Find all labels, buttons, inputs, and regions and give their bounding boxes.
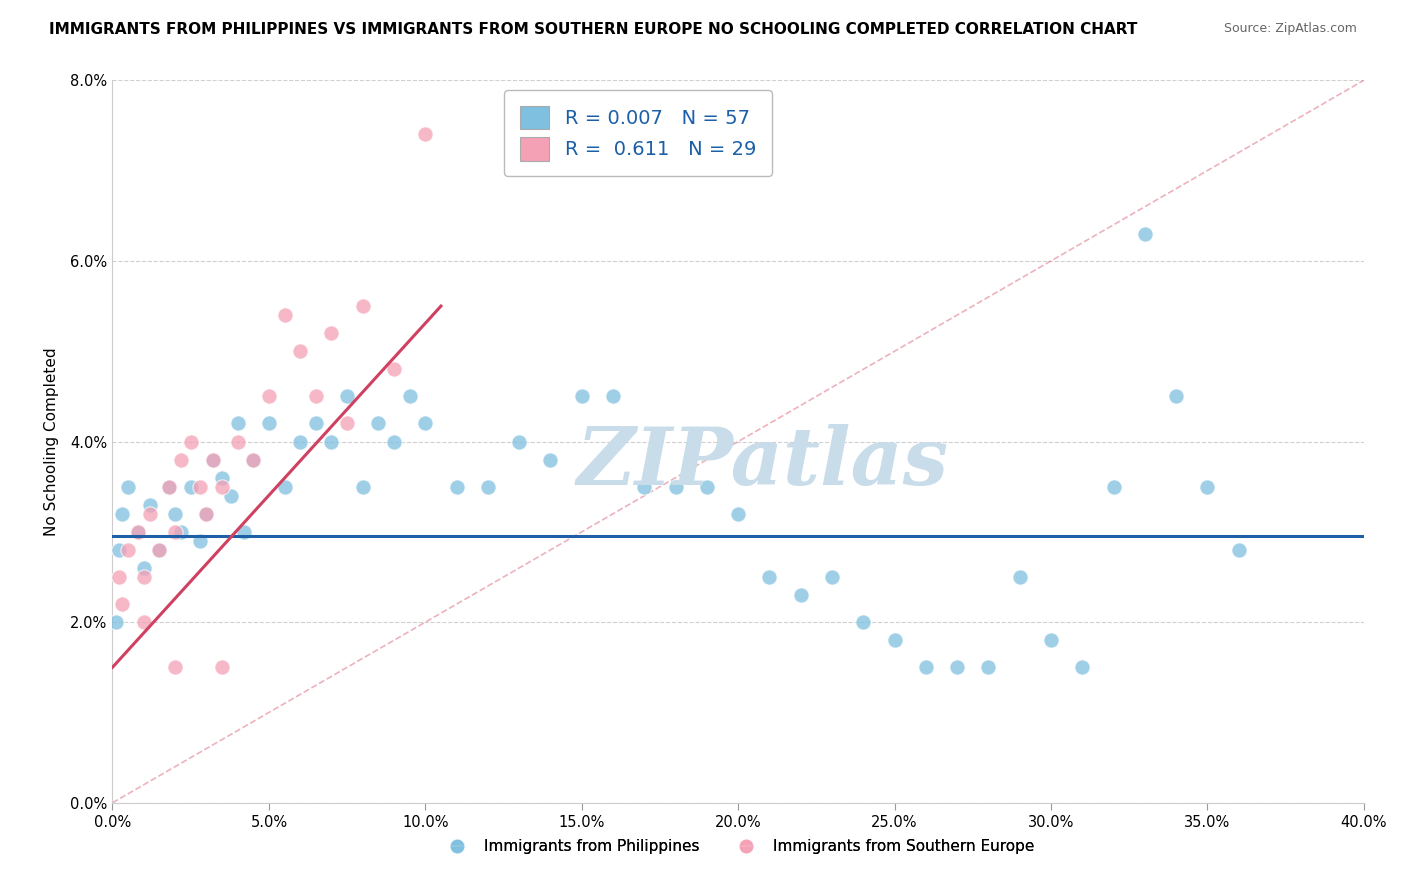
Point [352,299,374,313]
Point [367,417,389,431]
Point [305,389,328,403]
Point [1227,542,1250,557]
Y-axis label: No Schooling Completed: No Schooling Completed [44,347,59,536]
Point [257,389,280,403]
Point [107,542,129,557]
Point [211,480,233,494]
Point [148,542,170,557]
Point [977,660,1000,674]
Point [790,588,813,602]
Point [321,326,343,340]
Text: ZIPatlas: ZIPatlas [576,425,949,502]
Point [321,434,343,449]
Point [1008,570,1031,584]
Point [104,615,127,630]
Point [170,524,193,539]
Point [273,308,295,322]
Point [127,524,149,539]
Point [188,480,211,494]
Point [211,470,233,484]
Point [398,389,420,403]
Point [602,389,624,403]
Point [117,542,139,557]
Point [117,480,139,494]
Point [132,561,155,575]
Point [201,452,224,467]
Point [1197,480,1219,494]
Point [508,434,530,449]
Point [758,570,780,584]
Point [1102,480,1125,494]
Point [139,507,162,521]
Point [336,417,359,431]
Point [163,507,186,521]
Point [111,597,134,611]
Point [946,660,969,674]
Point [232,524,254,539]
Point [633,480,655,494]
Point [195,507,218,521]
Point [111,507,134,521]
Point [139,498,162,512]
Point [221,489,243,503]
Point [107,570,129,584]
Point [696,480,718,494]
Point [727,507,749,521]
Point [273,480,295,494]
Point [336,389,359,403]
Point [915,660,938,674]
Point [157,480,180,494]
Point [226,434,249,449]
Point [382,362,405,376]
Point [188,533,211,548]
Text: Source: ZipAtlas.com: Source: ZipAtlas.com [1223,22,1357,36]
Point [852,615,875,630]
Point [170,452,193,467]
Point [257,417,280,431]
Point [571,389,593,403]
Point [305,417,328,431]
Point [132,615,155,630]
Point [180,480,202,494]
Point [290,344,312,359]
Point [446,480,468,494]
Point [226,417,249,431]
Point [127,524,149,539]
Legend: Immigrants from Philippines, Immigrants from Southern Europe: Immigrants from Philippines, Immigrants … [436,833,1040,860]
Point [201,452,224,467]
Point [290,434,312,449]
Point [413,128,436,142]
Point [664,480,686,494]
Point [1071,660,1094,674]
Point [538,452,561,467]
Point [163,660,186,674]
Point [242,452,264,467]
Point [413,417,436,431]
Point [477,480,499,494]
Point [195,507,218,521]
Point [382,434,405,449]
Point [1039,633,1063,648]
Point [163,524,186,539]
Point [352,480,374,494]
Point [1164,389,1187,403]
Point [211,660,233,674]
Text: IMMIGRANTS FROM PHILIPPINES VS IMMIGRANTS FROM SOUTHERN EUROPE NO SCHOOLING COMP: IMMIGRANTS FROM PHILIPPINES VS IMMIGRANT… [49,22,1137,37]
Point [1133,227,1156,241]
Point [148,542,170,557]
Point [883,633,905,648]
Point [821,570,844,584]
Point [242,452,264,467]
Point [180,434,202,449]
Point [157,480,180,494]
Point [132,570,155,584]
